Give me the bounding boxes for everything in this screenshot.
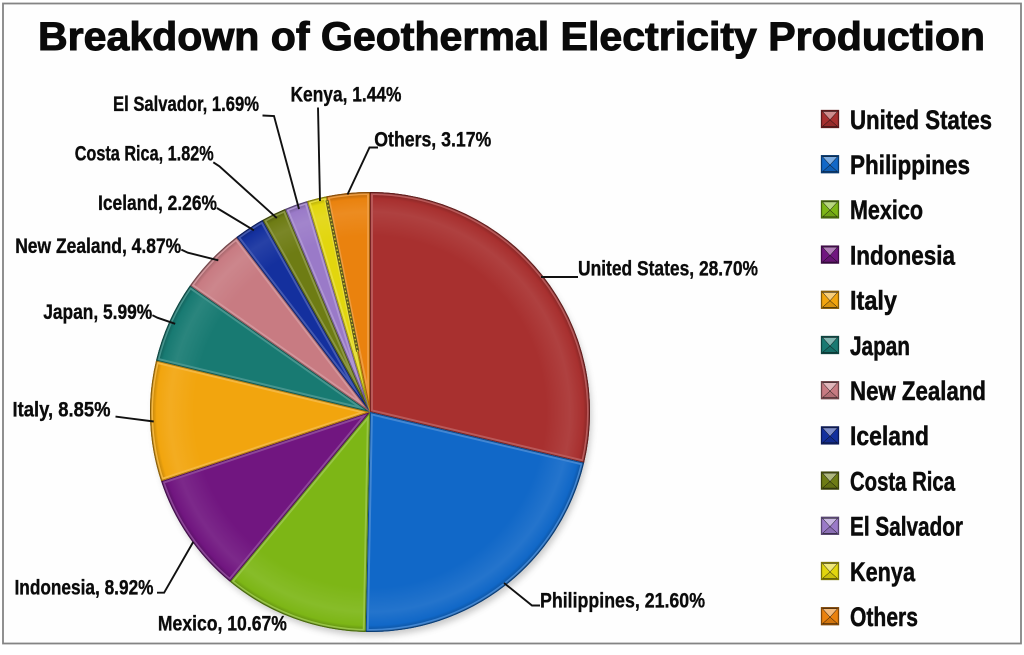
svg-text:El Salvador, 1.69%: El Salvador, 1.69% bbox=[113, 92, 259, 116]
svg-text:New Zealand, 4.87%: New Zealand, 4.87% bbox=[15, 234, 181, 258]
svg-text:Breakdown of Geothermal Electr: Breakdown of Geothermal Electricity Prod… bbox=[38, 15, 985, 59]
svg-text:New Zealand: New Zealand bbox=[850, 376, 986, 406]
svg-text:Japan: Japan bbox=[850, 331, 910, 361]
svg-text:Japan, 5.99%: Japan, 5.99% bbox=[43, 300, 152, 324]
svg-text:Kenya: Kenya bbox=[850, 557, 916, 587]
svg-text:Others, 3.17%: Others, 3.17% bbox=[374, 128, 491, 152]
svg-text:Indonesia: Indonesia bbox=[850, 240, 956, 270]
svg-text:Others: Others bbox=[850, 602, 918, 632]
svg-text:Costa Rica, 1.82%: Costa Rica, 1.82% bbox=[75, 142, 214, 166]
svg-text:Philippines: Philippines bbox=[850, 150, 970, 180]
svg-text:Philippines, 21.60%: Philippines, 21.60% bbox=[540, 589, 705, 613]
svg-text:El Salvador: El Salvador bbox=[850, 512, 963, 542]
svg-text:Mexico: Mexico bbox=[850, 195, 923, 225]
svg-text:Mexico, 10.67%: Mexico, 10.67% bbox=[158, 611, 287, 635]
svg-text:Kenya, 1.44%: Kenya, 1.44% bbox=[291, 83, 402, 107]
svg-text:Indonesia, 8.92%: Indonesia, 8.92% bbox=[15, 575, 154, 599]
svg-text:United States, 28.70%: United States, 28.70% bbox=[578, 256, 758, 280]
svg-text:United States: United States bbox=[850, 105, 992, 135]
svg-text:Italy: Italy bbox=[850, 286, 897, 316]
svg-text:Italy, 8.85%: Italy, 8.85% bbox=[13, 398, 111, 422]
svg-text:Iceland, 2.26%: Iceland, 2.26% bbox=[98, 191, 217, 215]
svg-text:Costa Rica: Costa Rica bbox=[850, 466, 956, 496]
svg-text:Iceland: Iceland bbox=[850, 421, 929, 451]
